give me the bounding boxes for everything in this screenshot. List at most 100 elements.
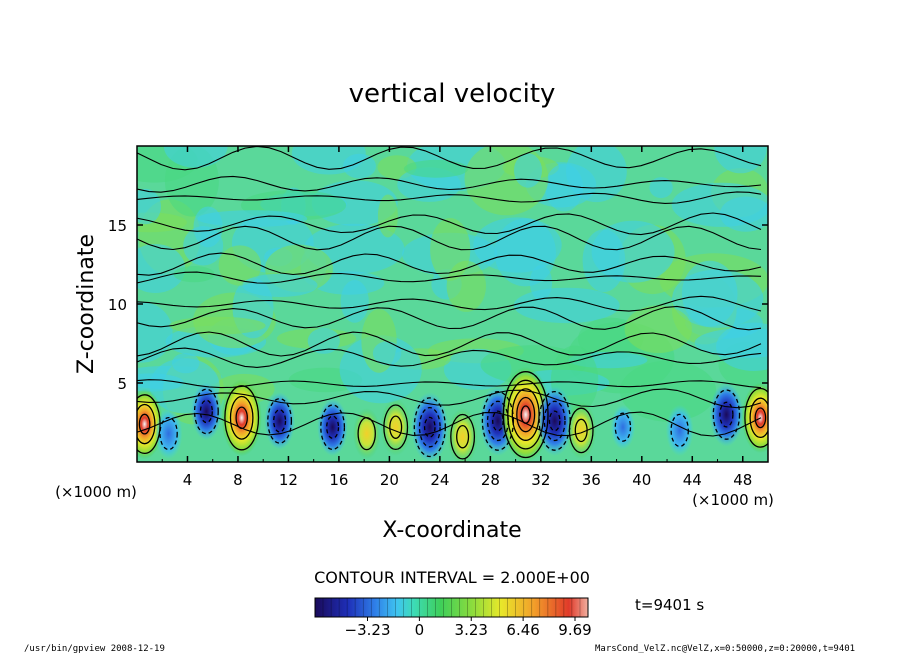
contour-line bbox=[159, 416, 178, 451]
downdraft-cell bbox=[264, 392, 295, 450]
footer-right: MarsCond_VelZ.nc@VelZ,x=0:50000,z=0:2000… bbox=[595, 644, 855, 654]
x-tick-label: 28 bbox=[481, 471, 500, 489]
downdraft-cell bbox=[317, 398, 348, 457]
field-patch bbox=[343, 153, 376, 179]
updraft-cell bbox=[380, 398, 412, 457]
contour-line bbox=[413, 397, 446, 458]
field-patch bbox=[514, 153, 542, 188]
contour-line bbox=[450, 413, 476, 460]
x-tick-label: 32 bbox=[531, 471, 550, 489]
field-patch bbox=[340, 280, 369, 323]
time-label: t=9401 s bbox=[635, 596, 704, 614]
contour-line bbox=[193, 388, 219, 435]
contour-line bbox=[137, 271, 762, 284]
footer-left: /usr/bin/gpview 2008-12-19 bbox=[24, 644, 165, 654]
x-tick-label: 40 bbox=[632, 471, 651, 489]
y-tick-label: 15 bbox=[108, 217, 127, 235]
x-axis: 4 8 12 16 20 24 28 32 36 40 44 48 bbox=[161, 146, 752, 489]
field-patch bbox=[430, 218, 471, 281]
field-patch bbox=[513, 287, 620, 324]
contour-line bbox=[719, 401, 734, 428]
contour-interval-label: CONTOUR INTERVAL = 2.000E+00 bbox=[314, 568, 590, 587]
updraft-cell bbox=[221, 379, 262, 457]
field-patch bbox=[619, 360, 717, 422]
colorbar-tick-label: 9.69 bbox=[558, 621, 591, 639]
y-axis: 5 10 15 bbox=[108, 217, 768, 393]
field-patch bbox=[566, 146, 627, 203]
field-patch bbox=[372, 341, 402, 366]
chart-title: vertical velocity bbox=[349, 79, 556, 109]
contour-line bbox=[137, 394, 161, 455]
x-tick-label: 12 bbox=[279, 471, 298, 489]
contour-line bbox=[137, 403, 156, 445]
x-tick-label: 44 bbox=[683, 471, 702, 489]
field-patch bbox=[169, 316, 266, 335]
field-patch bbox=[649, 177, 673, 199]
contour-line bbox=[137, 212, 762, 236]
field-patch bbox=[137, 244, 186, 293]
contour-line bbox=[137, 146, 762, 171]
contour-line bbox=[137, 175, 762, 193]
contour-line bbox=[138, 413, 151, 435]
downdraft-cell bbox=[536, 385, 574, 457]
field-patch bbox=[173, 266, 215, 283]
contour-line bbox=[137, 191, 762, 204]
contour-line bbox=[320, 404, 346, 451]
contour-line bbox=[137, 388, 762, 409]
contour-line bbox=[383, 404, 409, 451]
contour-line bbox=[481, 390, 515, 451]
contour-line bbox=[326, 415, 340, 439]
downdraft-cell bbox=[610, 404, 636, 450]
contour-line bbox=[516, 396, 536, 433]
field-patch bbox=[137, 188, 161, 225]
contour-line bbox=[614, 412, 632, 442]
downdraft-cell bbox=[191, 382, 222, 441]
contour-line bbox=[273, 409, 287, 433]
field-patch bbox=[137, 373, 184, 392]
downdraft-cell bbox=[154, 408, 183, 460]
updraft-cell bbox=[447, 407, 478, 462]
contour-line bbox=[754, 407, 767, 429]
contour-line bbox=[199, 399, 213, 424]
field-patch bbox=[494, 218, 556, 287]
x-tick-label: 4 bbox=[183, 471, 193, 489]
contour-line bbox=[507, 379, 545, 450]
contour-line bbox=[137, 411, 762, 437]
x-tick-label: 8 bbox=[233, 471, 243, 489]
field-patch bbox=[719, 196, 768, 232]
contour-line bbox=[389, 415, 403, 439]
contour-line bbox=[137, 295, 762, 312]
colorbar-tick-label: 0 bbox=[415, 621, 425, 639]
contour-line bbox=[423, 416, 436, 438]
field-patch bbox=[694, 328, 768, 358]
field-patch bbox=[218, 245, 262, 286]
x-tick-label: 20 bbox=[380, 471, 399, 489]
contour-line bbox=[137, 347, 762, 368]
contour-line bbox=[229, 395, 254, 440]
x-tick-label: 24 bbox=[430, 471, 449, 489]
contour-line bbox=[548, 410, 561, 432]
y-tick-label: 5 bbox=[117, 375, 127, 393]
contour-line bbox=[456, 424, 470, 449]
contour-line bbox=[224, 385, 260, 451]
contour-line bbox=[137, 379, 762, 389]
y-tick-label: 10 bbox=[108, 296, 127, 314]
colorbar-tick-label: 3.23 bbox=[455, 621, 488, 639]
y-axis-label: Z-coordinate bbox=[74, 234, 99, 374]
contour-line bbox=[137, 331, 762, 357]
updraft-cell bbox=[352, 408, 381, 460]
x-tick-label: 36 bbox=[582, 471, 601, 489]
contour-line bbox=[712, 389, 741, 440]
updraft-cell bbox=[565, 401, 597, 460]
x-tick-label: 16 bbox=[329, 471, 348, 489]
contour-line bbox=[137, 225, 762, 251]
field-patch bbox=[624, 305, 692, 354]
downdraft-cell bbox=[665, 404, 694, 456]
contour-line bbox=[543, 400, 566, 442]
contour-line bbox=[267, 398, 293, 444]
downdraft-cell bbox=[709, 382, 744, 447]
x-axis-label: X-coordinate bbox=[382, 518, 521, 543]
contour-line bbox=[137, 305, 762, 331]
contour-line bbox=[137, 252, 762, 276]
